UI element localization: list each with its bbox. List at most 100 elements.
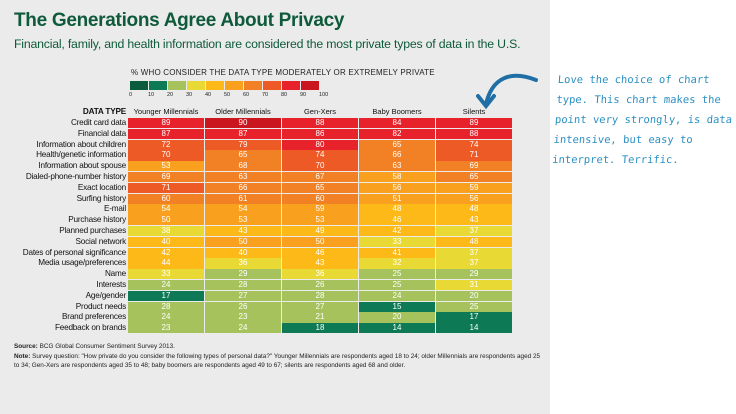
heatmap-cell: 79	[205, 139, 281, 150]
heatmap-cell: 59	[436, 182, 512, 194]
handwritten-annotation: Love the choice of chart type. This char…	[551, 74, 733, 166]
table-row: Product needs 28 26 27 15 25	[0, 301, 513, 312]
table-row: Social network 40 50 50 33 48	[0, 236, 513, 248]
row-label: Information about spouse	[38, 161, 126, 171]
heatmap-cell: 24	[128, 279, 204, 291]
heatmap-cell: 50	[128, 215, 204, 226]
row-label: Health/genetic information	[36, 150, 126, 160]
chart-title: The Generations Agree About Privacy	[14, 10, 345, 31]
row-label: Social network	[75, 236, 127, 246]
heatmap-cell: 25	[359, 269, 435, 280]
heatmap-cell: 56	[436, 193, 512, 204]
heatmap-cell: 33	[359, 236, 435, 248]
heatmap-cell: 14	[436, 323, 512, 334]
row-label: Information about children	[36, 139, 127, 149]
heatmap-cell: 14	[359, 323, 435, 334]
row-label: Dialed-phone-number history	[25, 171, 126, 181]
row-label: Media usage/preferences	[38, 258, 126, 268]
row-label: Product needs	[75, 301, 126, 311]
heatmap-cell: 65	[282, 182, 358, 194]
heatmap-cell: 63	[359, 161, 435, 172]
legend-swatch	[244, 81, 262, 90]
table-row: Surfing history 60 61 60 51 56	[0, 193, 513, 204]
heatmap-cell: 42	[359, 225, 435, 237]
heatmap-cell: 41	[359, 247, 435, 258]
heatmap-cell: 53	[205, 215, 281, 226]
header-row: DATA TYPE Younger Millennials Older Millen…	[0, 106, 513, 117]
heatmap-cell: 87	[128, 128, 204, 140]
note-text: Survey question: "How private do you con…	[14, 353, 541, 369]
heatmap-cell: 59	[282, 204, 358, 215]
source-label: Source:	[14, 343, 38, 350]
legend-tick: 80	[281, 92, 288, 98]
heatmap-cell: 72	[128, 139, 204, 150]
table-row: Feedback on brands 23 24 18 14 14	[0, 323, 513, 334]
row-label: E-mail	[104, 204, 126, 214]
table-row: Financial data 87 87 86 82 88	[0, 128, 513, 140]
column-header: Older Millennials	[215, 107, 271, 116]
arrow-icon	[476, 74, 538, 110]
heatmap-cell: 37	[436, 258, 512, 269]
heatmap-cell: 28	[128, 301, 204, 312]
legend-tick: 30	[186, 92, 193, 98]
heatmap-cell: 43	[282, 258, 358, 269]
heatmap-cell: 60	[282, 193, 358, 204]
heatmap-cell: 63	[205, 171, 281, 183]
table-row: Information about children 72 79 80 65 74	[0, 139, 513, 150]
heatmap-cell: 36	[282, 269, 358, 280]
note-label: Note:	[14, 353, 31, 360]
table-row: Information about spouse 53 68 70 63 69	[0, 161, 513, 172]
heatmap-cell: 36	[205, 258, 281, 269]
heatmap-cell: 48	[436, 236, 512, 248]
row-label: Feedback on brands	[54, 323, 126, 333]
heatmap-cell: 70	[282, 161, 358, 172]
legend-tick: 50	[224, 92, 231, 98]
legend-swatch	[206, 81, 224, 90]
legend-swatch	[263, 81, 281, 90]
legend-tick: 40	[205, 92, 212, 98]
heatmap-cell: 84	[359, 118, 435, 129]
heatmap-cell: 82	[359, 128, 435, 140]
heatmap-cell: 23	[205, 312, 281, 323]
column-header: Baby Boomers	[372, 107, 422, 116]
table-row: Health/genetic information 70 65 74 66 71	[0, 150, 513, 161]
heatmap-cell: 38	[128, 225, 204, 237]
table-row: Exact location 71 66 65 56 59	[0, 182, 513, 194]
legend-tick: 20	[167, 92, 174, 98]
legend-swatch	[301, 81, 319, 90]
table-row: E-mail 54 54 59 48 48	[0, 204, 513, 215]
heatmap-cell: 53	[282, 215, 358, 226]
heatmap-cell: 48	[359, 204, 435, 215]
row-header: DATA TYPE	[82, 107, 126, 116]
heatmap-cell: 18	[282, 323, 358, 334]
heatmap-cell: 44	[128, 258, 204, 269]
table-row: Dates of personal significance 42 40 46 41 37	[0, 247, 513, 258]
heatmap-cell: 17	[128, 290, 204, 302]
heatmap-cell: 40	[128, 236, 204, 248]
table-row: Purchase history 50 53 53 46 43	[0, 215, 513, 226]
note-line: Note: Survey question: "How private do y…	[14, 352, 544, 370]
heatmap-cell: 54	[205, 204, 281, 215]
legend-swatch	[187, 81, 205, 90]
heatmap-cell: 69	[128, 171, 204, 183]
heatmap-cell: 54	[128, 204, 204, 215]
heatmap-cell: 27	[282, 301, 358, 312]
heatmap-cell: 28	[282, 290, 358, 302]
heatmap-cell: 27	[205, 290, 281, 302]
table-row: Planned purchases 38 43 49 42 37	[0, 225, 513, 237]
heatmap-cell: 46	[359, 215, 435, 226]
heatmap-cell: 33	[128, 269, 204, 280]
table-row: Brand preferences 24 23 21 20 17	[0, 312, 513, 323]
heatmap-cell: 68	[205, 161, 281, 172]
heatmap-cell: 53	[128, 161, 204, 172]
heatmap-cell: 17	[436, 312, 512, 323]
row-label: Financial data	[77, 128, 126, 138]
row-label: Credit card data	[70, 118, 126, 127]
heatmap-cell: 37	[436, 225, 512, 237]
heatmap-cell: 65	[359, 139, 435, 150]
heatmap-cell: 74	[282, 150, 358, 161]
table-row: Interests 24 28 26 25 31	[0, 279, 513, 291]
heatmap-cell: 32	[359, 258, 435, 269]
heatmap-cell: 74	[436, 139, 512, 150]
heatmap-cell: 69	[436, 161, 512, 172]
